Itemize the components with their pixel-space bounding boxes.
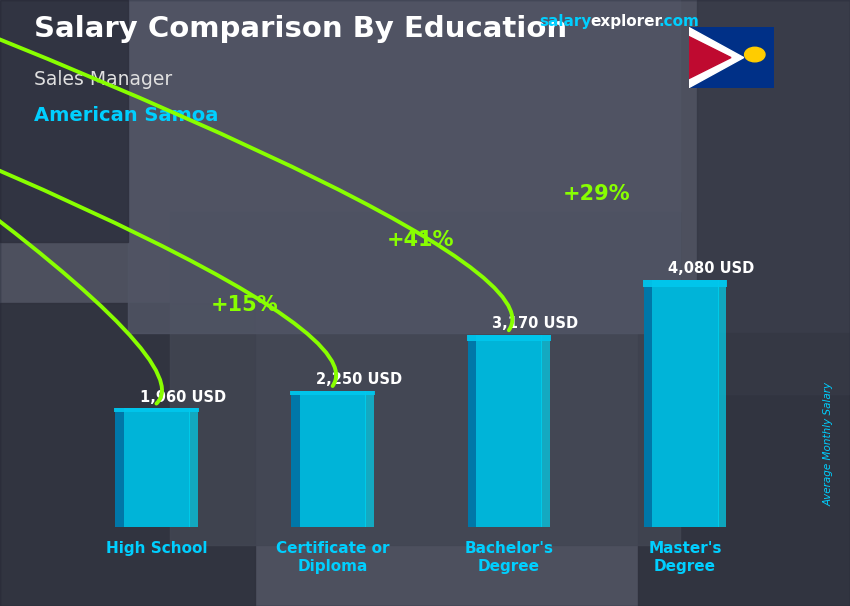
Text: .com: .com	[659, 14, 700, 29]
Text: +41%: +41%	[387, 230, 455, 250]
Bar	[467, 335, 551, 341]
Bar	[541, 335, 550, 527]
Bar	[638, 333, 850, 606]
Text: Sales Manager: Sales Manager	[34, 70, 173, 88]
Bar	[189, 408, 198, 527]
Bar	[652, 280, 718, 527]
Text: 2,250 USD: 2,250 USD	[316, 372, 402, 387]
Bar	[115, 408, 124, 527]
Bar	[299, 391, 366, 527]
Text: Salary Comparison By Education: Salary Comparison By Education	[34, 15, 567, 43]
Text: Average Monthly Salary: Average Monthly Salary	[824, 382, 834, 506]
Bar	[0, 303, 255, 606]
Bar	[643, 280, 728, 287]
Polygon shape	[688, 36, 731, 79]
Bar	[123, 408, 190, 527]
Text: American Samoa: American Samoa	[34, 106, 218, 125]
Bar	[170, 212, 680, 545]
Text: explorer: explorer	[591, 14, 663, 29]
Circle shape	[745, 47, 765, 62]
Bar	[291, 391, 375, 395]
Polygon shape	[688, 27, 744, 88]
Bar	[128, 0, 680, 333]
Bar	[468, 335, 476, 527]
Text: +15%: +15%	[211, 295, 278, 315]
Text: 3,170 USD: 3,170 USD	[492, 316, 578, 331]
Bar	[366, 391, 374, 527]
Bar	[0, 0, 128, 242]
Bar	[292, 391, 300, 527]
Text: 1,960 USD: 1,960 USD	[139, 390, 226, 405]
Text: 4,080 USD: 4,080 USD	[668, 261, 755, 276]
Bar	[475, 335, 542, 527]
Bar	[114, 408, 199, 412]
Text: salary: salary	[540, 14, 592, 29]
Bar	[697, 0, 850, 394]
Bar	[717, 280, 727, 527]
Text: +29%: +29%	[564, 184, 631, 204]
Bar	[643, 280, 653, 527]
